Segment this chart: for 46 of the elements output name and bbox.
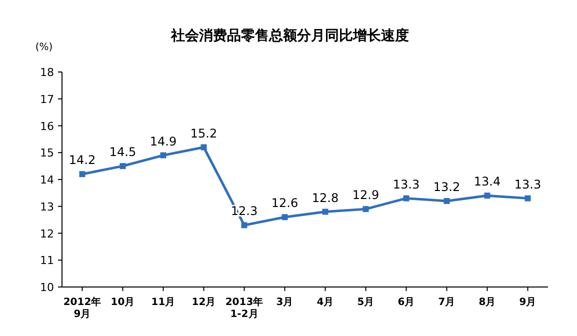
point xyxy=(524,195,531,202)
x-tick-label: 6月 xyxy=(398,297,415,308)
point xyxy=(241,222,248,228)
point xyxy=(200,144,207,150)
x-tick-label: 3月 xyxy=(276,297,294,308)
y-tick-label: 16 xyxy=(40,120,54,133)
x-tick-label: 2012年 9月 xyxy=(63,296,102,320)
y-tick-label: 10 xyxy=(40,281,54,294)
title: 社会消费品零售总额分月同比增长速度 xyxy=(171,28,409,44)
data-label: 12.9 xyxy=(352,188,380,202)
y-tick-label: 17 xyxy=(40,92,54,106)
x-tick-label: 11月 xyxy=(151,297,176,308)
point xyxy=(282,214,288,220)
point xyxy=(120,163,126,170)
x-tick-label: 10月 xyxy=(110,297,135,308)
x-tick-label: 2013年 1-2月 xyxy=(225,296,264,320)
data-label: 15.2 xyxy=(190,126,218,140)
x-tick-label: 7月 xyxy=(438,297,456,308)
point xyxy=(444,198,450,204)
data-label: 14.2 xyxy=(68,153,96,168)
y-tick-label: 18 xyxy=(40,66,54,79)
y-tick-label: 14 xyxy=(40,174,54,186)
y-tick-label: 11 xyxy=(40,254,54,268)
point xyxy=(403,195,410,202)
x-tick-label: 8月 xyxy=(478,297,496,308)
point xyxy=(322,208,328,215)
x-tick-label: 4月 xyxy=(316,297,334,308)
data-label: 13.4 xyxy=(474,174,501,189)
point xyxy=(160,152,166,158)
y-tick-label: 15 xyxy=(40,146,54,160)
y-axis-title: (%) xyxy=(35,42,53,53)
x-tick-label: 9月 xyxy=(519,297,536,308)
point xyxy=(362,206,369,212)
x-tick-label: 5月 xyxy=(357,297,374,308)
data-label: 13.3 xyxy=(392,177,420,192)
data-label: 14.5 xyxy=(109,145,136,160)
point xyxy=(484,192,490,199)
data-label: 13.3 xyxy=(514,177,542,192)
x-tick-label: 12月 xyxy=(192,297,216,308)
y-tick-label: 12 xyxy=(40,227,54,240)
data-label: 12.6 xyxy=(271,196,298,210)
data-label: 13.2 xyxy=(433,180,460,194)
data-label: 14.9 xyxy=(150,134,177,148)
y-tick-label: 13 xyxy=(40,200,54,214)
data-label: 12.8 xyxy=(312,190,339,205)
point xyxy=(79,171,86,178)
